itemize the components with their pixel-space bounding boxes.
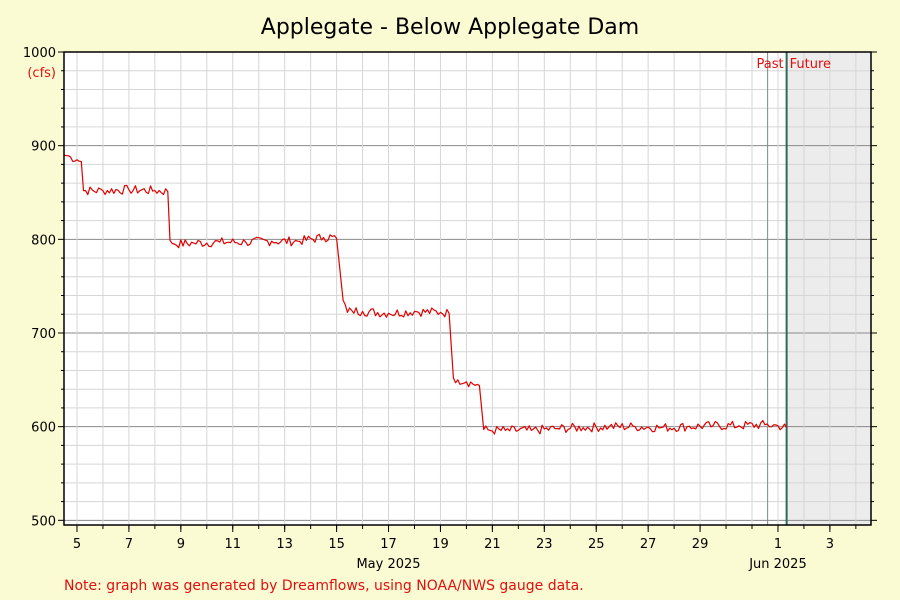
x-tick-label: 25 — [588, 537, 605, 552]
plot-frame — [63, 51, 872, 526]
x-tick-label: 15 — [328, 537, 345, 552]
x-tick-label: 21 — [484, 537, 501, 552]
chart-title: Applegate - Below Applegate Dam — [261, 15, 639, 40]
x-tick-label: 13 — [276, 537, 293, 552]
x-tick-label: 19 — [432, 537, 449, 552]
plot-background — [64, 52, 871, 525]
y-axis-unit-label: (cfs) — [27, 66, 56, 81]
x-tick-label: 5 — [73, 537, 81, 552]
y-tick-label: 500 — [31, 514, 56, 529]
x-tick-label: 1 — [774, 537, 782, 552]
y-tick-label: 1000 — [23, 46, 56, 61]
past-label: Past — [757, 57, 784, 72]
y-tick-label: 700 — [31, 327, 56, 342]
y-tick-label: 800 — [31, 233, 56, 248]
x-tick-label: 3 — [826, 537, 834, 552]
x-tick-label: 23 — [536, 537, 553, 552]
y-tick-label: 600 — [31, 421, 56, 436]
x-tick-label: 7 — [125, 537, 133, 552]
x-tick-label: 27 — [640, 537, 657, 552]
month-label: Jun 2025 — [748, 557, 807, 572]
future-label: Future — [790, 57, 831, 72]
x-tick-label: 9 — [177, 537, 185, 552]
month-label: May 2025 — [356, 557, 420, 572]
footer-note: Note: graph was generated by Dreamflows,… — [64, 578, 584, 594]
x-tick-label: 11 — [224, 537, 241, 552]
x-tick-label: 29 — [692, 537, 709, 552]
flow-series-line — [63, 154, 788, 435]
x-tick-label: 17 — [380, 537, 397, 552]
y-tick-label: 900 — [31, 140, 56, 155]
future-region — [786, 52, 871, 525]
